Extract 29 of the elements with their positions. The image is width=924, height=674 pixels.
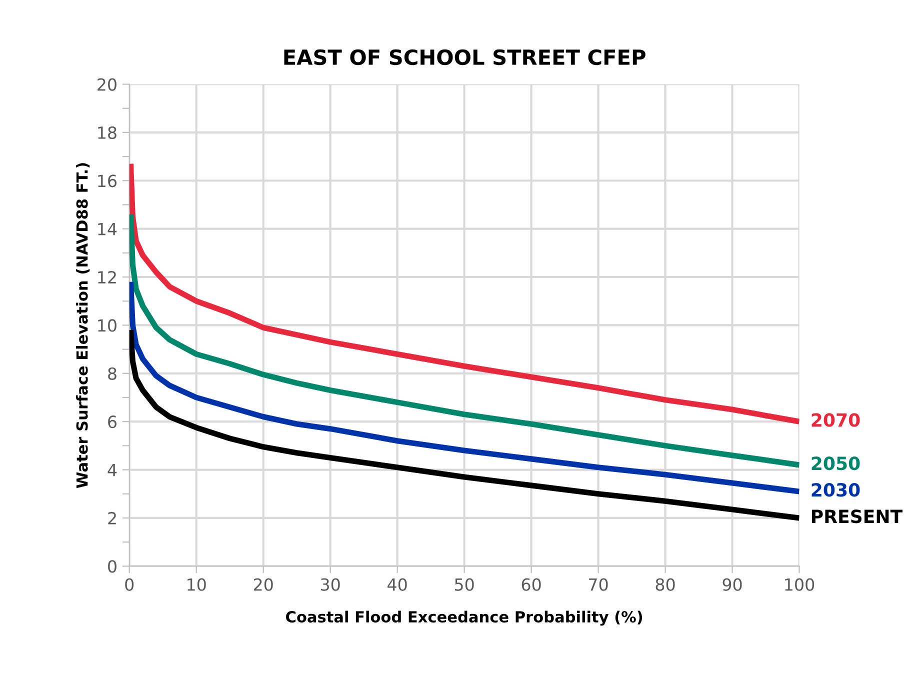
chart-title: EAST OF SCHOOL STREET CFEP: [284, 49, 646, 66]
x-tick-label: 60: [522, 578, 541, 591]
y-tick-label: 10: [98, 319, 116, 332]
y-tick-label: 2: [108, 512, 116, 524]
y-tick-label: 12: [98, 270, 116, 284]
y-tick-label: 20: [98, 78, 116, 91]
y-tick-label: 14: [98, 223, 117, 236]
x-tick-label: 70: [589, 578, 608, 591]
series-label: 2030: [812, 483, 860, 497]
series-label: 2070: [812, 413, 860, 427]
x-tick-label: 80: [656, 578, 675, 591]
y-axis-title: Water Surface Elevation (NAVD88 FT.): [76, 163, 90, 488]
x-tick-label: 30: [320, 578, 340, 591]
x-tick-label: 40: [388, 578, 407, 591]
x-tick-label: 50: [454, 578, 474, 591]
x-tick-label: 10: [188, 578, 206, 591]
x-tick-label: 100: [785, 578, 814, 591]
series-label: 2050: [812, 456, 860, 470]
x-tick-label: 0: [125, 578, 134, 591]
x-axis-title: Coastal Flood Exceedance Probability (%): [286, 610, 642, 626]
y-tick-label: 6: [108, 416, 117, 428]
y-tick-label: 18: [98, 126, 116, 140]
series-label: PRESENT: [812, 510, 903, 524]
y-tick-label: 4: [108, 464, 117, 476]
y-tick-label: 16: [98, 174, 117, 188]
y-tick-label: 8: [108, 367, 116, 380]
x-tick-label: 20: [254, 578, 273, 591]
x-tick-label: 90: [722, 578, 742, 591]
y-tick-label: 0: [108, 560, 116, 573]
